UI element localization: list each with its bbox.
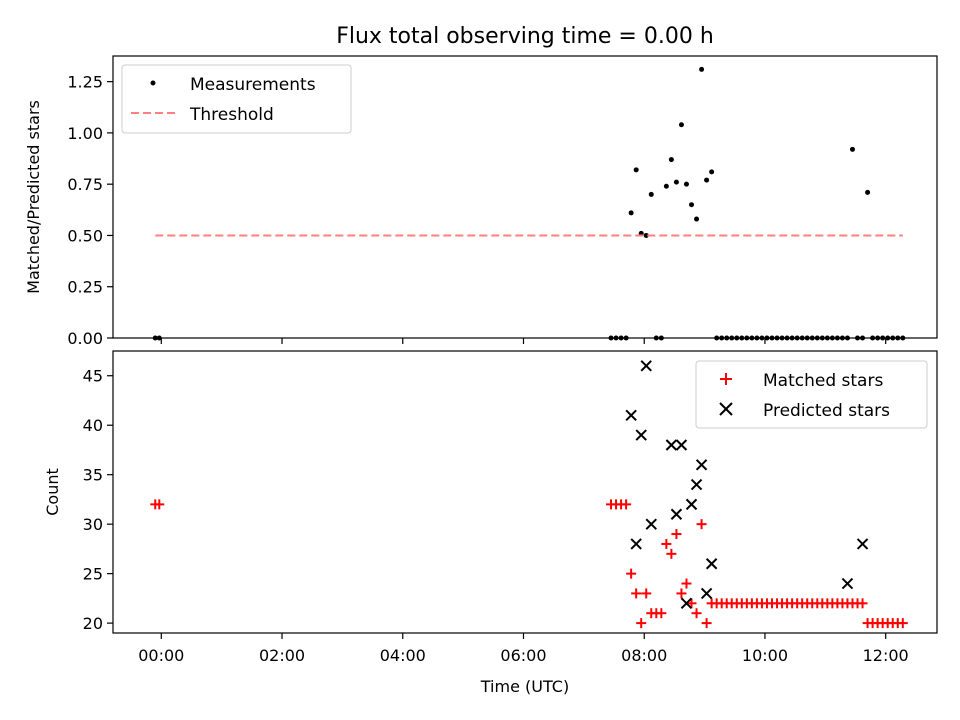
predicted-star-point bbox=[625, 409, 637, 422]
legend-measurements-marker bbox=[150, 80, 156, 86]
measurement-point bbox=[648, 191, 654, 197]
matched-star-point bbox=[897, 618, 908, 629]
measurement-point bbox=[865, 189, 871, 195]
bottom-y-ticks: 20 25 30 35 40 45 bbox=[83, 367, 113, 633]
measurement-point bbox=[643, 232, 649, 238]
measurement-point bbox=[628, 210, 634, 216]
bottom-marks bbox=[150, 360, 908, 629]
matched-star-point bbox=[621, 499, 632, 510]
matched-star-point bbox=[641, 588, 652, 599]
y-tick-label: 0.75 bbox=[67, 175, 103, 194]
measurement-point bbox=[633, 167, 639, 173]
measurement-point bbox=[694, 216, 700, 222]
measurement-point bbox=[699, 66, 705, 72]
y-tick-label: 40 bbox=[83, 416, 103, 435]
predicted-star-point bbox=[690, 478, 703, 491]
y-tick-label: 35 bbox=[83, 466, 103, 485]
matched-star-point bbox=[676, 588, 687, 599]
bottom-x-ticks: 00:00 02:00 04:00 06:00 08:00 10:00 12:00 bbox=[138, 633, 909, 665]
legend-measurements-label: Measurements bbox=[190, 75, 316, 95]
predicted-star-point bbox=[685, 498, 698, 511]
measurement-point bbox=[709, 169, 715, 175]
y-tick-label: 0.50 bbox=[67, 226, 103, 245]
top-panel: 0.00 0.25 0.50 0.75 1.00 1.25 Matched/Predict… bbox=[24, 55, 938, 348]
measurement-point bbox=[849, 146, 855, 152]
legend-predicted-label: Predicted stars bbox=[763, 401, 890, 421]
top-legend: Measurements Threshold bbox=[121, 64, 352, 134]
predicted-star-point bbox=[645, 518, 657, 530]
predicted-star-point bbox=[856, 538, 869, 550]
y-tick-label: 0.25 bbox=[67, 278, 103, 297]
bottom-legend-box bbox=[695, 360, 928, 429]
chart-title: Flux total observing time = 0.00 h bbox=[336, 24, 714, 49]
top-x-ticks bbox=[160, 338, 887, 344]
x-tick-label: 02:00 bbox=[259, 646, 305, 665]
matched-star-point bbox=[636, 618, 647, 629]
measurement-point bbox=[704, 177, 710, 183]
bottom-y-axis-label: Count bbox=[43, 468, 62, 516]
top-plot-frame bbox=[112, 55, 938, 339]
matched-star-point bbox=[701, 618, 712, 629]
legend-matched-marker bbox=[720, 373, 732, 385]
matched-star-point bbox=[691, 608, 702, 619]
x-tick-label: 04:00 bbox=[380, 646, 426, 665]
legend-threshold-label: Threshold bbox=[189, 105, 274, 125]
predicted-star-point bbox=[675, 439, 688, 451]
matched-star-point bbox=[626, 568, 637, 579]
y-tick-label: 45 bbox=[83, 367, 103, 386]
measurement-point bbox=[663, 183, 669, 189]
measurement-point bbox=[668, 157, 674, 163]
matched-star-point bbox=[696, 519, 707, 530]
x-tick-label: 12:00 bbox=[863, 646, 909, 665]
y-tick-label: 20 bbox=[83, 614, 103, 633]
matched-star-point bbox=[656, 608, 667, 619]
top-y-ticks: 0.00 0.25 0.50 0.75 1.00 1.25 bbox=[67, 73, 113, 348]
matched-star-point bbox=[686, 598, 697, 609]
x-tick-label: 08:00 bbox=[621, 646, 667, 665]
matched-star-point bbox=[666, 548, 677, 559]
predicted-star-point bbox=[841, 577, 854, 590]
matched-star-point bbox=[661, 538, 672, 549]
matched-star-point bbox=[631, 588, 642, 599]
top-legend-box bbox=[121, 64, 352, 134]
bottom-plot-frame bbox=[112, 350, 938, 634]
bottom-x-axis-label: Time (UTC) bbox=[480, 677, 569, 696]
y-tick-label: 1.25 bbox=[67, 73, 103, 92]
matched-star-point bbox=[681, 578, 692, 589]
y-tick-label: 1.00 bbox=[67, 124, 103, 143]
predicted-star-point bbox=[700, 587, 713, 600]
predicted-star-point bbox=[665, 439, 678, 451]
y-tick-label: 0.00 bbox=[67, 329, 103, 348]
y-tick-label: 30 bbox=[83, 515, 103, 534]
measurement-point bbox=[673, 179, 679, 185]
x-tick-label: 10:00 bbox=[742, 646, 788, 665]
legend-matched-label: Matched stars bbox=[763, 371, 883, 391]
legend-predicted-marker bbox=[719, 402, 733, 416]
predicted-star-point bbox=[695, 459, 708, 471]
matched-star-point bbox=[857, 598, 868, 609]
predicted-star-point bbox=[640, 360, 652, 372]
matched-star-point bbox=[154, 499, 165, 510]
bottom-legend: Matched stars Predicted stars bbox=[695, 360, 928, 429]
measurement-point bbox=[678, 122, 684, 128]
x-tick-label: 06:00 bbox=[500, 646, 546, 665]
measurement-point bbox=[683, 181, 689, 187]
bottom-panel: 20 25 30 35 40 45 00:00 02:00 04:00 06:00 08:00 10… bbox=[43, 350, 938, 696]
predicted-star-point bbox=[705, 558, 718, 570]
matched-star-point bbox=[671, 529, 682, 540]
predicted-star-point bbox=[670, 508, 683, 520]
top-y-axis-label: Matched/Predicted stars bbox=[24, 100, 43, 294]
y-tick-label: 25 bbox=[83, 565, 103, 584]
predicted-star-point bbox=[680, 597, 693, 610]
measurement-point bbox=[689, 202, 695, 208]
predicted-star-point bbox=[630, 538, 642, 550]
predicted-star-point bbox=[635, 429, 647, 441]
x-tick-label: 00:00 bbox=[138, 646, 184, 665]
